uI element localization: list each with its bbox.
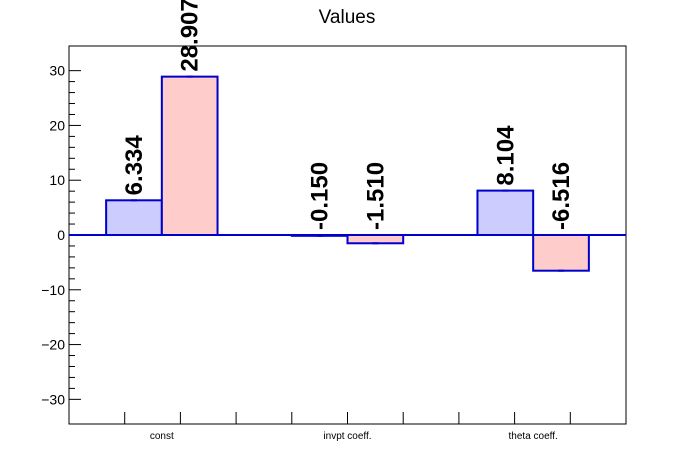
data-labels: 6.334 -0.150 8.104 28.907 -1.510 -6.516 (121, 0, 575, 230)
y-tick-label: 0 (57, 227, 65, 243)
chart-title: Values (319, 7, 376, 28)
y-tick-label: −30 (41, 391, 65, 407)
y-tick-label: 30 (49, 63, 65, 79)
y-tick-label: −10 (41, 282, 65, 298)
y-tick-label: 10 (49, 172, 65, 188)
y-tick-label: −20 (41, 337, 65, 353)
x-tick-label: invpt coeff. (323, 431, 371, 442)
bars (105, 75, 590, 272)
data-label: -1.510 (362, 162, 389, 230)
y-tick-label: 20 (49, 117, 65, 133)
y-axis: −30 −20 −10 0 10 20 30 (41, 63, 81, 407)
bar (476, 189, 535, 236)
data-label: -0.150 (307, 162, 334, 230)
data-label: 6.334 (121, 135, 148, 196)
bar (105, 199, 163, 236)
x-axis: const invpt coeff. theta coeff. (124, 412, 571, 442)
data-label: 8.104 (492, 125, 519, 186)
x-tick-label: theta coeff. (509, 431, 558, 442)
data-label: 28.907 (177, 0, 204, 72)
bar (532, 234, 590, 272)
x-tick-label: const (150, 431, 174, 442)
bar (346, 234, 405, 245)
bar (160, 75, 219, 237)
data-label: -6.516 (548, 162, 575, 230)
